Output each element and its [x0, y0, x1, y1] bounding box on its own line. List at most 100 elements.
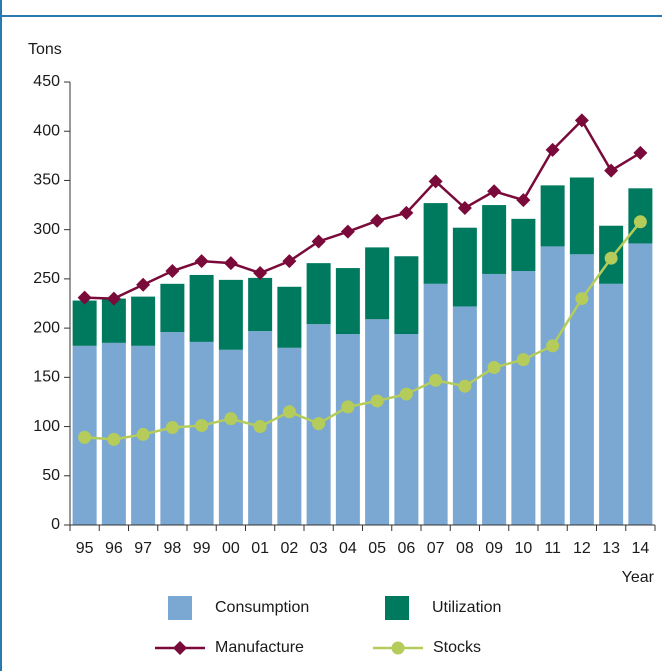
point — [136, 277, 151, 292]
y-tick-label: 300 — [33, 221, 60, 238]
point — [311, 234, 326, 249]
bar — [540, 185, 565, 247]
x-tick-label: 12 — [573, 540, 591, 557]
point — [457, 201, 472, 216]
y-tick-label: 400 — [33, 122, 60, 139]
bar — [569, 177, 594, 255]
point — [224, 412, 238, 426]
x-axis-label: Year — [622, 569, 655, 586]
point — [487, 184, 502, 199]
bar — [423, 203, 448, 284]
y-tick-label: 100 — [33, 418, 60, 435]
point — [633, 215, 647, 229]
bar — [365, 247, 390, 320]
point — [282, 254, 297, 269]
point — [195, 419, 209, 433]
point — [516, 193, 531, 208]
x-tick-label: 08 — [456, 540, 474, 557]
point — [487, 360, 501, 374]
x-tick-label: 98 — [163, 540, 181, 557]
x-tick-label: 03 — [310, 540, 328, 557]
legend-swatch — [385, 596, 409, 620]
point — [282, 405, 296, 419]
legend-label: Utilization — [432, 599, 501, 616]
bar — [189, 274, 214, 342]
point — [370, 394, 384, 408]
point — [458, 379, 472, 393]
x-tick-label: 10 — [514, 540, 532, 557]
bar — [335, 334, 360, 525]
y-tick-label: 250 — [33, 270, 60, 287]
point — [370, 213, 385, 228]
point — [428, 174, 443, 189]
bar — [131, 296, 156, 346]
y-axis-label: Tons — [28, 41, 62, 58]
legend-swatch — [168, 596, 192, 620]
x-tick-label: 95 — [76, 540, 94, 557]
y-tick-label: 350 — [33, 172, 60, 189]
y-tick-label: 450 — [33, 73, 60, 90]
legend-label: Manufacture — [215, 639, 304, 656]
point — [575, 292, 589, 306]
x-tick-label: 96 — [105, 540, 123, 557]
point — [399, 387, 413, 401]
bar — [394, 256, 419, 335]
point — [633, 145, 648, 160]
bar — [452, 306, 477, 525]
x-tick-label: 01 — [251, 540, 269, 557]
point — [223, 256, 238, 271]
x-tick-label: 97 — [134, 540, 152, 557]
bar — [394, 334, 419, 525]
point — [165, 421, 179, 435]
point — [545, 142, 560, 157]
x-tick-label: 13 — [602, 540, 620, 557]
bar — [277, 347, 302, 525]
bar — [482, 205, 507, 274]
y-tick-label: 150 — [33, 369, 60, 386]
bar — [306, 263, 331, 325]
x-tick-label: 09 — [485, 540, 503, 557]
x-tick-label: 06 — [397, 540, 415, 557]
point — [165, 264, 180, 279]
bar — [482, 273, 507, 525]
x-tick-label: 00 — [222, 540, 240, 557]
x-tick-label: 04 — [339, 540, 357, 557]
bar — [511, 271, 536, 525]
point — [341, 400, 355, 414]
legend-marker — [391, 641, 405, 655]
bar — [218, 349, 243, 525]
point — [516, 353, 530, 367]
bar — [189, 341, 214, 525]
x-tick-label: 99 — [193, 540, 211, 557]
point — [574, 113, 589, 128]
point — [253, 420, 267, 434]
point — [78, 430, 92, 444]
bar — [628, 243, 653, 525]
point — [604, 251, 618, 265]
bar — [160, 283, 185, 333]
x-tick-label: 02 — [280, 540, 298, 557]
point — [136, 427, 150, 441]
bar — [277, 286, 302, 348]
legend-label: Consumption — [215, 599, 309, 616]
bar — [511, 218, 536, 272]
bar — [540, 246, 565, 525]
x-tick-label: 14 — [631, 540, 649, 557]
y-tick-label: 0 — [51, 516, 60, 533]
bar — [335, 268, 360, 335]
bar — [72, 300, 97, 346]
bar — [218, 279, 243, 350]
legend-label: Stocks — [433, 639, 481, 656]
x-tick-label: 05 — [368, 540, 386, 557]
legend-marker — [173, 641, 187, 655]
point — [340, 224, 355, 239]
point — [604, 163, 619, 178]
x-tick-label: 07 — [427, 540, 445, 557]
point — [312, 417, 326, 431]
point — [107, 432, 121, 446]
y-tick-label: 50 — [42, 467, 60, 484]
point — [194, 254, 209, 269]
bar — [599, 283, 624, 525]
point — [77, 290, 92, 305]
